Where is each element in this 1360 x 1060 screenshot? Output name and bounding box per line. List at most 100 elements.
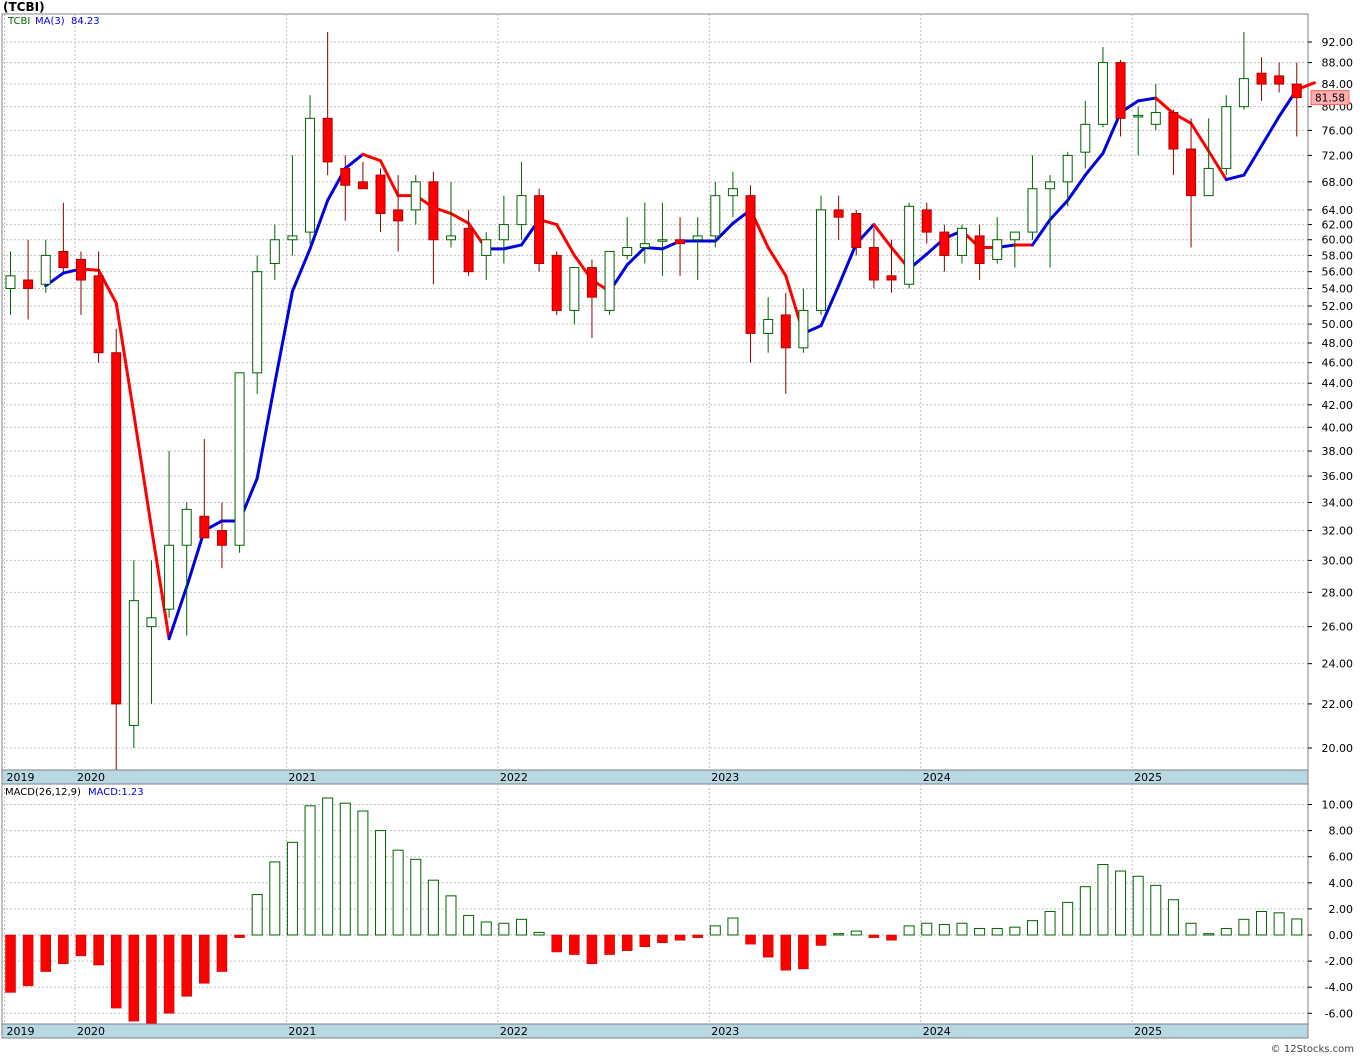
macd-bar-negative	[762, 934, 774, 958]
candle-body	[886, 275, 897, 281]
ma3-segment	[1189, 121, 1211, 153]
candle-up	[1045, 175, 1056, 268]
candle-up	[128, 560, 139, 748]
macd-bar-positive	[991, 927, 1003, 936]
candle-body	[833, 209, 844, 218]
ma3-segment	[132, 412, 153, 530]
macd-year-label: 2024	[923, 1025, 951, 1038]
macd-bar-negative	[604, 934, 615, 955]
candle-down	[868, 228, 879, 289]
price-tick-label: 50.00	[1322, 318, 1354, 331]
macd-bar-positive	[304, 805, 316, 936]
macd-bar-positive	[956, 922, 968, 936]
macd-bar-negative	[639, 934, 651, 947]
candles	[5, 32, 1302, 772]
price-date-axis: 2019 2020 2021 2022 2023 2024 2025	[7, 771, 1163, 784]
candle-body	[1097, 62, 1108, 125]
macd-bar-positive	[392, 849, 404, 936]
macd-bar-negative	[22, 934, 34, 987]
candle-body	[727, 188, 738, 197]
candle-body	[269, 239, 280, 264]
price-tick-label: 42.00	[1322, 399, 1354, 412]
candle-up	[710, 181, 721, 248]
candle-up	[1097, 47, 1108, 128]
ma3-segment	[625, 246, 647, 267]
candle-up	[305, 95, 316, 244]
ma3-segment	[502, 243, 523, 251]
candle-down	[851, 209, 862, 256]
ma3-segment	[255, 381, 277, 480]
price-year-label: 2022	[500, 771, 528, 784]
candle-up	[234, 372, 245, 553]
candle-body	[1203, 167, 1214, 197]
candle-body	[234, 372, 245, 546]
price-tick-label: 36.00	[1322, 470, 1354, 483]
candle-down	[833, 195, 844, 240]
candle-body	[498, 224, 509, 241]
ma3-segment	[343, 152, 365, 170]
macd-bar-positive	[445, 895, 457, 936]
macd-bar-negative	[886, 934, 897, 941]
candle-body	[5, 275, 16, 289]
candle-up	[269, 224, 280, 281]
candle-body	[921, 209, 932, 233]
macd-bar-positive	[1079, 886, 1091, 936]
macd-bar-positive	[286, 841, 298, 936]
ma3-segment	[114, 301, 136, 416]
macd-bar-positive	[375, 830, 387, 936]
candle-up	[727, 171, 738, 218]
candle-body	[692, 235, 703, 241]
price-tick-label: 60.00	[1322, 234, 1354, 247]
macd-bar-negative	[128, 934, 140, 1022]
macd-bar-positive	[269, 861, 281, 936]
macd-bar-positive	[357, 810, 369, 936]
candle-body	[181, 508, 192, 546]
candle-body	[199, 515, 210, 539]
candle-down	[463, 209, 474, 276]
ma3-segment	[1136, 96, 1158, 103]
ma3-segment	[1066, 173, 1087, 202]
ma3-segment	[273, 289, 294, 385]
candle-up	[5, 251, 16, 315]
candle-up	[410, 175, 421, 225]
candle-up	[639, 202, 650, 264]
macd-bar-negative	[181, 934, 192, 997]
last-price-tag: 81.58	[1310, 90, 1350, 106]
macd-year-label: 2020	[77, 1025, 105, 1038]
price-year-label: 2024	[923, 771, 951, 784]
candle-down	[199, 439, 210, 539]
candle-body	[1291, 83, 1302, 99]
macd-bar-positive	[1097, 864, 1109, 936]
candle-down	[921, 202, 932, 244]
macd-bar-negative	[569, 934, 580, 955]
macd-tick-label: 8.00	[1329, 825, 1354, 838]
candle-body	[1133, 114, 1144, 118]
candle-up	[40, 239, 51, 293]
candle-up	[992, 217, 1003, 264]
ma3-segment	[361, 152, 383, 163]
watermark: © 12Stocks.com	[1271, 1044, 1354, 1055]
macd-bar-positive	[533, 931, 545, 936]
macd-tick-label: 4.00	[1329, 877, 1354, 890]
candle-body	[639, 243, 650, 249]
candle-body	[604, 250, 615, 311]
macd-bar-negative	[780, 934, 792, 971]
candle-up	[1150, 84, 1161, 131]
candle-body	[357, 181, 368, 190]
ma3-segment	[1260, 114, 1281, 148]
price-tick-label: 24.00	[1322, 658, 1354, 671]
macd-bar-positive	[515, 918, 527, 936]
macd-bar-negative	[58, 934, 69, 964]
candle-down	[974, 224, 985, 281]
candle-body	[128, 600, 139, 726]
macd-bar-positive	[850, 930, 862, 936]
candle-down	[1168, 109, 1179, 176]
candle-up	[816, 195, 827, 315]
candle-up	[1238, 32, 1249, 110]
candle-up	[481, 232, 492, 281]
ma3-segment	[308, 198, 330, 251]
candle-up	[1027, 155, 1038, 240]
macd-bar-negative	[745, 934, 756, 945]
macd-bar-positive	[1044, 911, 1056, 936]
candle-up	[498, 195, 509, 264]
